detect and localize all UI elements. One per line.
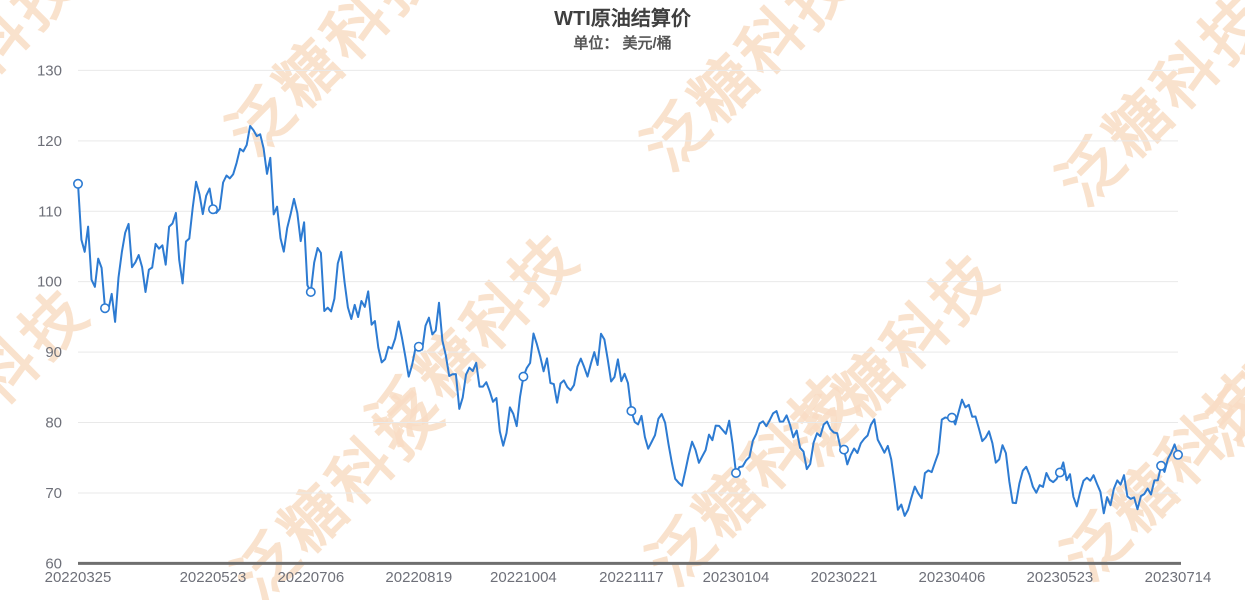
y-tick-label-80: 80 bbox=[45, 415, 62, 432]
chart-title: WTI原油结算价 bbox=[554, 8, 691, 30]
y-tick-label-120: 120 bbox=[37, 133, 62, 150]
data-point-marker[interactable] bbox=[518, 371, 529, 382]
data-point-marker[interactable] bbox=[946, 412, 957, 423]
y-tick-label-130: 130 bbox=[37, 62, 62, 79]
x-tick-label-20230104: 20230104 bbox=[703, 569, 770, 586]
chart-subtitle: 单位： 美元/桶 bbox=[573, 35, 672, 52]
x-tick-label-20221004: 20221004 bbox=[490, 569, 557, 586]
data-point-marker[interactable] bbox=[208, 204, 219, 215]
data-point-marker[interactable] bbox=[73, 178, 84, 189]
data-point-marker[interactable] bbox=[1054, 467, 1065, 478]
x-tick-label-20220523: 20220523 bbox=[180, 569, 247, 586]
y-tick-label-90: 90 bbox=[45, 344, 62, 361]
data-point-marker[interactable] bbox=[730, 467, 741, 478]
price-line bbox=[77, 125, 1179, 517]
title-block: WTI原油结算价 单位： 美元/桶 bbox=[0, 6, 1245, 54]
x-tick-label-20221117: 20221117 bbox=[599, 569, 664, 586]
y-tick-label-70: 70 bbox=[45, 485, 62, 502]
data-point-marker[interactable] bbox=[626, 405, 637, 416]
y-axis-labels: 130 120 110 100 90 80 70 60 bbox=[37, 62, 62, 572]
y-tick-label-60: 60 bbox=[45, 555, 62, 572]
data-point-marker[interactable] bbox=[838, 444, 849, 455]
x-tick-label-20230523: 20230523 bbox=[1027, 569, 1094, 586]
data-point-marker[interactable] bbox=[1173, 449, 1184, 460]
x-tick-label-20230221: 20230221 bbox=[811, 569, 878, 586]
x-tick-label-20230714: 20230714 bbox=[1145, 569, 1212, 586]
data-point-marker[interactable] bbox=[413, 341, 424, 352]
x-tick-label-20220706: 20220706 bbox=[277, 569, 344, 586]
gridlines bbox=[78, 69, 1178, 494]
x-tick-label-20220325: 20220325 bbox=[45, 569, 112, 586]
x-tick-label-20230406: 20230406 bbox=[919, 569, 986, 586]
x-axis-labels: 20220325 20220523 20220706 20220819 20221004… bbox=[45, 569, 1212, 586]
y-tick-label-110: 110 bbox=[38, 203, 62, 220]
x-tick-label-20220819: 20220819 bbox=[385, 569, 452, 586]
data-point-marker[interactable] bbox=[1156, 460, 1167, 471]
y-tick-label-100: 100 bbox=[37, 274, 62, 291]
data-point-marker[interactable] bbox=[305, 286, 316, 297]
data-point-marker[interactable] bbox=[100, 303, 111, 314]
data-point-markers[interactable] bbox=[73, 178, 1184, 478]
